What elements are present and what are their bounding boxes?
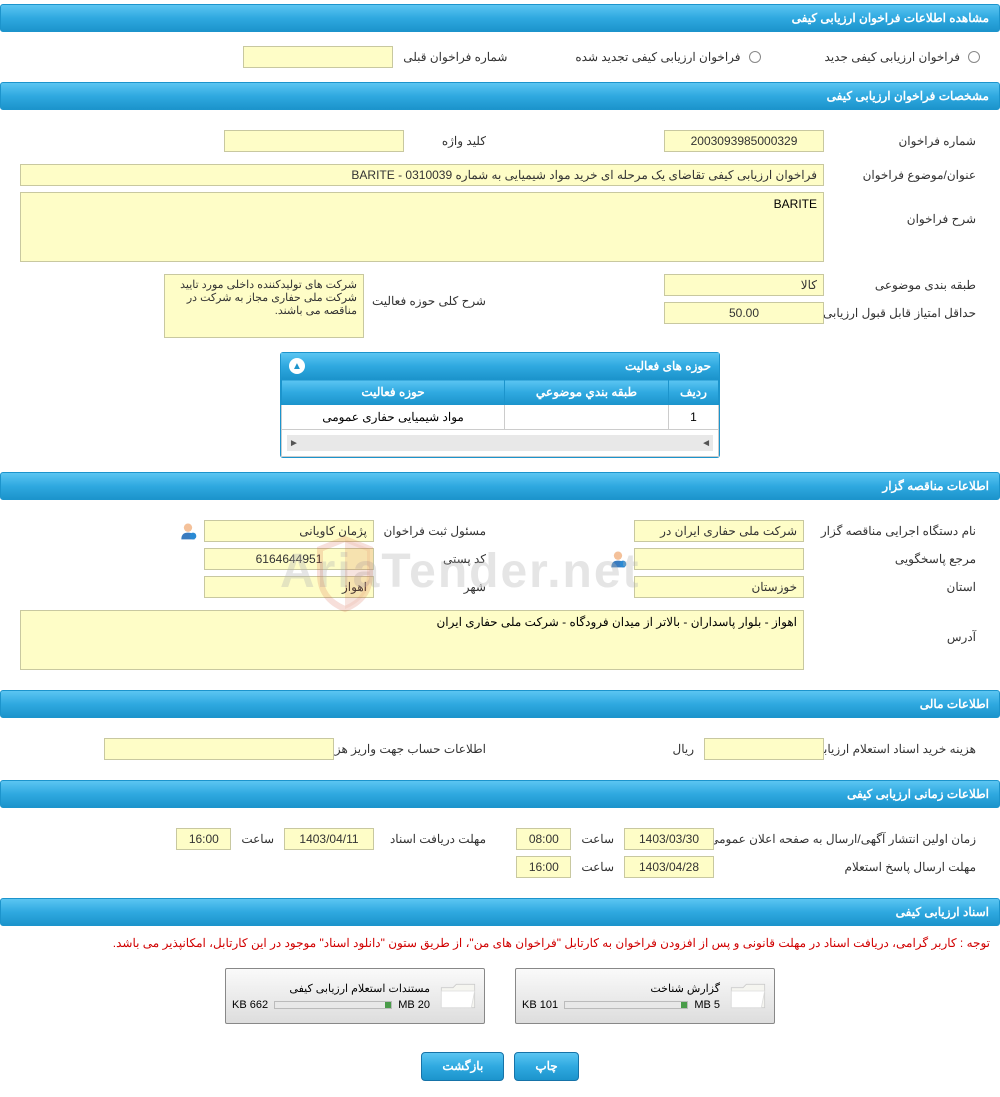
print-button[interactable]: چاپ [514, 1052, 578, 1081]
keyword-field [224, 130, 404, 152]
call-number-label: شماره فراخوان [830, 134, 980, 148]
doc-box-report[interactable]: گزارش شناخت 5 MB 101 KB [515, 968, 775, 1024]
publish-label: زمان اولین انتشار آگهی/ارسال به صفحه اعل… [720, 832, 980, 846]
scroll-left-icon[interactable]: ◄ [701, 438, 711, 449]
cost-field [704, 738, 824, 760]
activity-table: حوزه های فعالیت ▲ ردیف طبقه بندي موضوعي … [280, 352, 720, 458]
scope-field: شرکت های تولیدکننده داخلی مورد تایید شرک… [164, 274, 364, 338]
desc-label: شرح فراخوان [830, 192, 980, 226]
postal-field: 6164644951 [204, 548, 374, 570]
activity-col-category: طبقه بندي موضوعي [505, 380, 669, 405]
doc2-size: 662 KB [232, 999, 268, 1011]
section-header-tenderer: اطلاعات مناقصه گزار [0, 472, 1000, 500]
category-label: طبقه بندی موضوعی [830, 278, 980, 292]
radio-new-label: فراخوان ارزیابی کیفی جدید [821, 50, 964, 64]
doc2-progress [274, 1001, 392, 1009]
financial-area: هزینه خرید اسناد استعلام ارزیابی کیفی ری… [0, 722, 1000, 776]
minscore-label: حداقل امتیاز قابل قبول ارزیابی کیفی [830, 306, 980, 320]
province-label: استان [810, 580, 980, 594]
radio-icon [749, 51, 761, 63]
back-button[interactable]: بازگشت [421, 1052, 504, 1081]
receive-hour-field: 16:00 [176, 828, 231, 850]
currency-label: ریال [668, 742, 698, 756]
section-header-spec: مشخصات فراخوان ارزیابی کیفی [0, 82, 1000, 110]
spec-area: شماره فراخوان 2003093985000329 کلید واژه… [0, 114, 1000, 468]
doc1-size: 101 KB [522, 999, 558, 1011]
activity-cell-scope: مواد شیمیایی حفاری عمومی [282, 405, 505, 430]
reply-hour-label: ساعت [577, 860, 618, 874]
contact-label: مرجع پاسخگویی [810, 552, 980, 566]
prev-number-field [243, 46, 393, 68]
activity-cell-index: 1 [669, 405, 719, 430]
scope-label: شرح کلی حوزه فعالیت [370, 274, 490, 308]
user-icon [178, 521, 198, 541]
prev-number-label: شماره فراخوان قبلی [399, 50, 511, 64]
reply-hour-field: 16:00 [516, 856, 571, 878]
receive-hour-label: ساعت [237, 832, 278, 846]
buttons-row: چاپ بازگشت [0, 1036, 1000, 1097]
radio-new-call[interactable]: فراخوان ارزیابی کیفی جدید [821, 50, 980, 64]
activity-col-scope: حوزه فعالیت [282, 380, 505, 405]
tenderer-area: نام دستگاه اجرایی مناقصه گزار شرکت ملی ح… [0, 504, 1000, 686]
publish-hour-label: ساعت [577, 832, 618, 846]
section-header-view-info: مشاهده اطلاعات فراخوان ارزیابی کیفی [0, 4, 1000, 32]
org-field: شرکت ملی حفاری ایران در [634, 520, 804, 542]
activity-cell-category [505, 405, 669, 430]
folder-icon [438, 978, 478, 1014]
category-field: کالا [664, 274, 824, 296]
city-label: شهر [380, 580, 490, 594]
section-header-docs: اسناد ارزیابی کیفی [0, 898, 1000, 926]
docs-row: گزارش شناخت 5 MB 101 KB مستندات استعلام … [0, 956, 1000, 1036]
doc1-title: گزارش شناخت [522, 982, 720, 995]
notice-text: توجه : کاربر گرامی، دریافت اسناد در مهلت… [0, 930, 1000, 956]
radio-renewed-label: فراخوان ارزیابی کیفی تجدید شده [571, 50, 744, 64]
activity-table-title: حوزه های فعالیت [625, 359, 711, 373]
activity-col-index: ردیف [669, 380, 719, 405]
radio-options-area: فراخوان ارزیابی کیفی جدید فراخوان ارزیاب… [0, 36, 1000, 78]
registrar-field: پژمان کاویانی [204, 520, 374, 542]
reply-date-field: 1403/04/28 [624, 856, 714, 878]
section-header-timing: اطلاعات زمانی ارزیابی کیفی [0, 780, 1000, 808]
account-field [104, 738, 334, 760]
radio-icon [968, 51, 980, 63]
doc-box-evaluation[interactable]: مستندات استعلام ارزیابی کیفی 20 MB 662 K… [225, 968, 485, 1024]
collapse-icon[interactable]: ▲ [289, 358, 305, 374]
section-header-financial: اطلاعات مالی [0, 690, 1000, 718]
radio-renewed-call[interactable]: فراخوان ارزیابی کیفی تجدید شده [571, 50, 760, 64]
subject-label: عنوان/موضوع فراخوان [830, 168, 980, 182]
doc1-total: 5 MB [694, 999, 720, 1011]
doc1-progress [564, 1001, 688, 1009]
receive-label: مهلت دریافت اسناد [380, 832, 490, 846]
folder-icon [728, 978, 768, 1014]
call-number-field: 2003093985000329 [664, 130, 824, 152]
postal-label: کد پستی [380, 552, 490, 566]
desc-field: BARITE [20, 192, 824, 262]
address-label: آدرس [810, 610, 980, 644]
user-icon [608, 549, 628, 569]
org-label: نام دستگاه اجرایی مناقصه گزار [810, 524, 980, 538]
contact-field [634, 548, 804, 570]
registrar-label: مسئول ثبت فراخوان [380, 524, 490, 538]
doc2-total: 20 MB [398, 999, 430, 1011]
activity-row: 1 مواد شیمیایی حفاری عمومی [282, 405, 719, 430]
horizontal-scrollbar[interactable]: ◄ ► [287, 435, 713, 451]
publish-hour-field: 08:00 [516, 828, 571, 850]
reply-label: مهلت ارسال پاسخ استعلام [720, 860, 980, 874]
receive-date-field: 1403/04/11 [284, 828, 374, 850]
city-field: اهواز [204, 576, 374, 598]
minscore-field: 50.00 [664, 302, 824, 324]
timing-area: زمان اولین انتشار آگهی/ارسال به صفحه اعل… [0, 812, 1000, 894]
doc2-title: مستندات استعلام ارزیابی کیفی [232, 982, 430, 995]
address-field: اهواز - بلوار پاسداران - بالاتر از میدان… [20, 610, 804, 670]
publish-date-field: 1403/03/30 [624, 828, 714, 850]
account-label: اطلاعات حساب جهت واریز هزینه خرید اسناد [340, 742, 490, 756]
subject-field: فراخوان ارزیابی کیفی تقاضای یک مرحله ای … [20, 164, 824, 186]
cost-label: هزینه خرید اسناد استعلام ارزیابی کیفی [830, 742, 980, 756]
province-field: خوزستان [634, 576, 804, 598]
scroll-right-icon[interactable]: ► [289, 438, 299, 449]
keyword-label: کلید واژه [410, 134, 490, 148]
